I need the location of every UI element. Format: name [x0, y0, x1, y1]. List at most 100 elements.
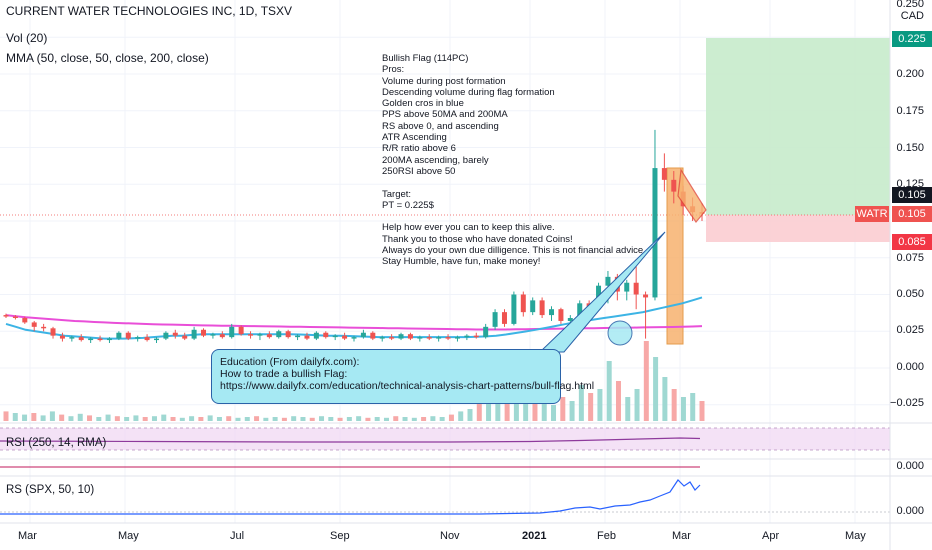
volume-bar	[263, 417, 269, 421]
candle-body	[266, 334, 272, 338]
candle-body	[59, 335, 65, 339]
volume-bar	[254, 416, 260, 421]
candle-body	[492, 312, 498, 327]
price-tick: −0.025	[890, 397, 924, 409]
volume-bar	[291, 416, 297, 421]
flagpole-box	[666, 167, 684, 345]
volume-bar	[625, 397, 631, 421]
rsi-indicator-label[interactable]: RSI (250, 14, RMA)	[6, 437, 107, 449]
time-tick: Jul	[230, 530, 245, 542]
candle-body	[464, 335, 470, 338]
volume-bar	[142, 417, 148, 421]
volume-bar	[124, 417, 130, 421]
volume-bar	[402, 417, 408, 421]
candle-body	[351, 337, 357, 339]
candle-body	[191, 329, 197, 339]
candle-body	[379, 337, 385, 339]
entry-price-label: 0.105	[892, 187, 932, 203]
candle-body	[558, 309, 564, 321]
candle-body	[31, 322, 37, 327]
candle-body	[3, 315, 9, 317]
volume-bar	[31, 413, 37, 421]
price-tick: 0.025	[896, 324, 924, 336]
candle-body	[501, 312, 507, 324]
volume-bar	[690, 393, 696, 421]
target-zone	[706, 38, 890, 215]
candle-body	[229, 326, 235, 338]
candle-body	[360, 332, 366, 338]
candle-body	[201, 329, 207, 336]
volume-bar	[513, 389, 519, 421]
currency-label: CAD	[900, 10, 924, 22]
candle-body	[285, 331, 291, 338]
candle-body	[520, 294, 526, 313]
rs-indicator-label[interactable]: RS (SPX, 50, 10)	[6, 484, 95, 496]
rsi-axis-tick: 0.000	[896, 460, 924, 472]
volume-bar	[356, 416, 362, 421]
volume-indicator-label[interactable]: Vol (20)	[6, 31, 48, 45]
volume-bar	[12, 413, 18, 421]
candle-body	[407, 334, 413, 339]
volume-bar	[421, 417, 427, 421]
volume-bar	[476, 397, 482, 421]
candle-body	[398, 334, 404, 339]
candle-body	[313, 332, 319, 339]
time-tick: May	[118, 530, 139, 542]
candle-body	[153, 338, 159, 341]
candle-body	[370, 332, 376, 339]
analysis-notes[interactable]: Bullish Flag (114PC) Pros: Volume during…	[382, 53, 644, 268]
volume-bar	[40, 415, 46, 421]
volume-bar	[114, 416, 120, 421]
volume-bar	[309, 417, 315, 421]
volume-bar	[328, 417, 334, 421]
education-callout[interactable]: Education (From dailyfx.com): How to tra…	[211, 349, 595, 404]
volume-bar	[151, 416, 157, 421]
ma-indicator-label[interactable]: MMA (50, close, 50, close, 200, close)	[6, 51, 209, 65]
time-tick: Mar	[672, 530, 691, 542]
volume-bar	[411, 417, 417, 421]
time-tick-year: 2021	[522, 530, 547, 542]
candle-body	[69, 337, 75, 339]
candle-body	[248, 334, 254, 336]
candle-body	[633, 282, 639, 295]
volume-bar	[3, 411, 9, 421]
volume-bar	[105, 414, 111, 421]
rsi-line	[0, 437, 701, 443]
candle-body	[22, 318, 28, 323]
volume-bar	[22, 414, 28, 421]
volume-bar	[272, 417, 278, 421]
candle-body	[511, 294, 517, 324]
price-tick: 0.175	[896, 105, 924, 117]
candle-body	[549, 309, 555, 316]
candle-body	[426, 337, 432, 339]
volume-bar	[383, 417, 389, 421]
symbol-title[interactable]: CURRENT WATER TECHNOLOGIES INC, 1D, TSXV	[6, 4, 293, 18]
volume-bar	[68, 416, 74, 421]
volume-bar	[244, 417, 250, 421]
callout-link[interactable]: https://www.dailyfx.com/education/techni…	[220, 380, 595, 393]
time-tick: Nov	[440, 530, 460, 542]
volume-bar	[216, 417, 222, 421]
volume-bar	[615, 381, 621, 421]
candle-body	[210, 334, 216, 336]
volume-bar	[319, 416, 325, 421]
volume-bar	[198, 417, 204, 421]
volume-bar	[662, 377, 668, 421]
candle-body	[577, 303, 583, 319]
candle-body	[163, 332, 169, 339]
volume-bar	[653, 357, 659, 421]
volume-bar	[96, 417, 102, 421]
volume-bar	[467, 409, 473, 421]
volume-bar	[606, 361, 612, 421]
volume-bar	[439, 417, 445, 421]
rsi-panel	[0, 427, 890, 451]
volume-bar	[300, 417, 306, 421]
price-tick: 0.150	[896, 142, 924, 154]
volume-bar	[87, 415, 93, 421]
candle-body	[661, 168, 667, 180]
volume-bar	[532, 397, 538, 421]
candle-body	[304, 335, 310, 339]
candle-body	[530, 300, 536, 313]
volume-bar	[448, 414, 454, 421]
